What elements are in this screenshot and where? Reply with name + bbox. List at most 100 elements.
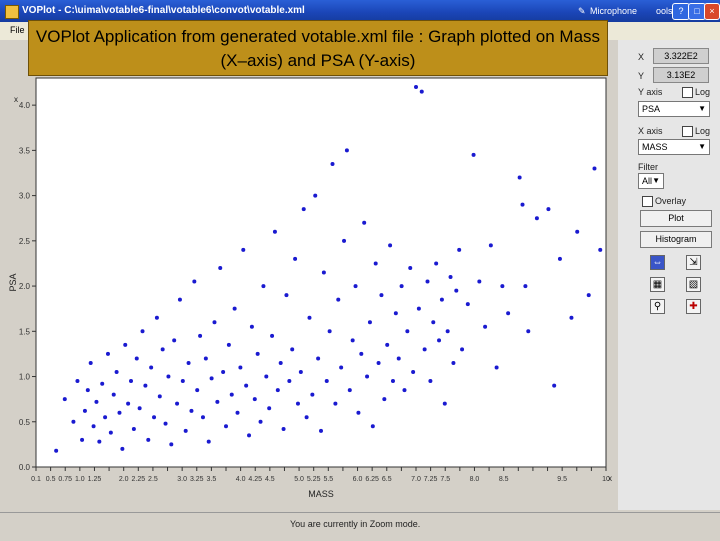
- data-point: [247, 433, 252, 438]
- zoom-fit-icon[interactable]: ⇔: [650, 255, 665, 270]
- control-panel: [618, 40, 720, 510]
- data-point: [442, 401, 447, 406]
- y-axis-select[interactable]: PSA ▼: [638, 101, 710, 117]
- data-point: [546, 207, 551, 212]
- data-point: [154, 315, 159, 320]
- select-icon[interactable]: ⚲: [650, 299, 665, 314]
- table-icon[interactable]: ▧: [686, 277, 701, 292]
- data-point: [270, 333, 275, 338]
- data-point: [229, 392, 234, 397]
- data-point: [143, 383, 148, 388]
- data-point: [290, 347, 295, 352]
- data-point: [488, 243, 493, 248]
- data-point: [416, 306, 421, 311]
- x-tick-label: 5.0: [294, 476, 304, 483]
- window-title: VOPlot - C:\uima\votable6-final\votable6…: [22, 5, 305, 16]
- x-axis-select[interactable]: MASS ▼: [638, 139, 710, 155]
- data-point: [523, 284, 528, 289]
- y-tick-label: 2.5: [19, 237, 31, 246]
- x-tick-label: 5.25: [307, 476, 321, 483]
- data-point: [249, 324, 254, 329]
- data-point: [471, 152, 476, 157]
- data-point: [278, 360, 283, 365]
- x-tick-label: 8.0: [470, 476, 480, 483]
- app-icon: [5, 5, 19, 19]
- data-point: [232, 306, 237, 311]
- data-point: [393, 311, 398, 316]
- x-tick-label: 8.5: [499, 476, 509, 483]
- data-point: [422, 347, 427, 352]
- data-point: [117, 410, 122, 415]
- data-point: [235, 410, 240, 415]
- data-point: [307, 315, 312, 320]
- data-point: [272, 229, 277, 234]
- data-point: [557, 256, 562, 261]
- data-point: [344, 148, 349, 153]
- x-tick-label: 6.25: [365, 476, 379, 483]
- tools-label[interactable]: ools: [656, 6, 673, 16]
- data-point: [333, 401, 338, 406]
- plot-button[interactable]: Plot: [640, 210, 712, 227]
- y-tick-label: 2.0: [19, 282, 31, 291]
- data-point: [177, 297, 182, 302]
- overlay-checkbox[interactable]: [642, 196, 653, 207]
- data-point: [189, 408, 194, 413]
- data-point: [313, 193, 318, 198]
- data-point: [534, 216, 539, 221]
- microphone-label[interactable]: Microphone: [590, 6, 638, 16]
- data-point: [180, 379, 185, 384]
- x-axis-title: MASS: [308, 489, 334, 499]
- y-tick-label: 3.5: [19, 146, 31, 155]
- data-point: [252, 397, 257, 402]
- plot-area[interactable]: [35, 77, 607, 468]
- data-point: [439, 297, 444, 302]
- data-point: [448, 275, 453, 280]
- data-point: [517, 175, 522, 180]
- y-axis-selected: PSA: [642, 104, 661, 114]
- histogram-button[interactable]: Histogram: [640, 231, 712, 248]
- scatter-chart[interactable]: 0.00.51.01.52.02.53.03.54.00.1 0.5 0.75 1.0…: [0, 40, 624, 510]
- zoom-reset-icon[interactable]: ⇲: [686, 255, 701, 270]
- x-coord-value: 3.322E2: [653, 48, 709, 64]
- chevron-down-icon: ▼: [698, 142, 706, 151]
- data-point: [103, 415, 108, 420]
- y-coord-value: 3.13E2: [653, 67, 709, 83]
- data-point: [520, 202, 525, 207]
- y-tick-label: 0.0: [19, 463, 31, 472]
- data-point: [376, 360, 381, 365]
- grid-icon[interactable]: ▦: [650, 277, 665, 292]
- x-tick-label: 6.5: [382, 476, 392, 483]
- data-point: [293, 256, 298, 261]
- data-point: [137, 406, 142, 411]
- data-point: [494, 365, 499, 370]
- data-point: [445, 329, 450, 334]
- mark-icon[interactable]: ✚: [686, 299, 701, 314]
- data-point: [221, 370, 226, 375]
- filter-selected: All: [642, 176, 653, 186]
- data-point: [172, 338, 177, 343]
- plot-panel: 0.0 0.5 1.0 1.5 2.0 2.5 3.0 3.5 4.0 0.1 0.5 0.75 1.0…: [0, 40, 624, 510]
- data-point: [347, 388, 352, 393]
- data-point: [166, 374, 171, 379]
- data-point: [316, 356, 321, 361]
- close-icon[interactable]: ×: [704, 3, 720, 20]
- data-point: [281, 427, 286, 432]
- data-point: [149, 365, 154, 370]
- data-point: [131, 427, 136, 432]
- data-point: [359, 351, 364, 356]
- data-point: [88, 360, 93, 365]
- data-point: [310, 392, 315, 397]
- menu-file[interactable]: File: [10, 25, 25, 35]
- status-text: You are currently in Zoom mode.: [290, 519, 421, 529]
- data-point: [169, 442, 174, 447]
- x-log-label: Log: [695, 126, 711, 136]
- filter-select[interactable]: All ▼: [638, 173, 664, 189]
- data-point: [105, 351, 110, 356]
- data-point: [483, 324, 488, 329]
- title-bar: [0, 0, 720, 22]
- x-log-checkbox[interactable]: [682, 126, 693, 137]
- microphone-icon[interactable]: ✎: [578, 6, 586, 16]
- data-point: [238, 365, 243, 370]
- y-log-checkbox[interactable]: [682, 87, 693, 98]
- x-tick-label: 1.25: [88, 476, 102, 483]
